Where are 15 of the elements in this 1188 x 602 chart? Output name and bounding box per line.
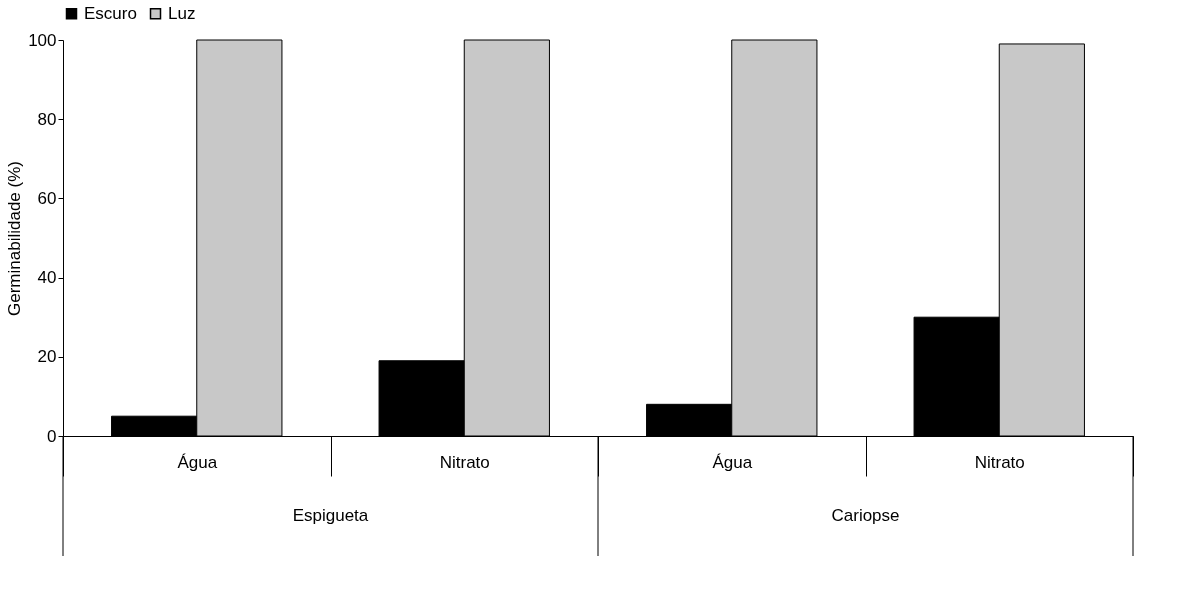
legend-label: Escuro <box>84 3 137 23</box>
x-tick-label: Água <box>712 452 753 472</box>
x-tick-label: Água <box>177 452 218 472</box>
x-tick-label: Nitrato <box>974 452 1025 472</box>
y-tick-label: 0 <box>47 426 57 446</box>
y-tick-label: 60 <box>37 188 57 208</box>
x-tick-label: Nitrato <box>439 452 490 472</box>
y-tick-label: 80 <box>37 109 57 129</box>
y-axis-title: Germinabilidade (%) <box>5 161 25 316</box>
y-tick-label: 100 <box>28 30 57 50</box>
text: Cariopse <box>831 506 900 525</box>
legend-label: Luz <box>168 3 196 23</box>
y-tick-label: 20 <box>37 347 57 367</box>
y-tick-label: 40 <box>37 268 57 288</box>
text: Espigueta <box>292 506 369 525</box>
